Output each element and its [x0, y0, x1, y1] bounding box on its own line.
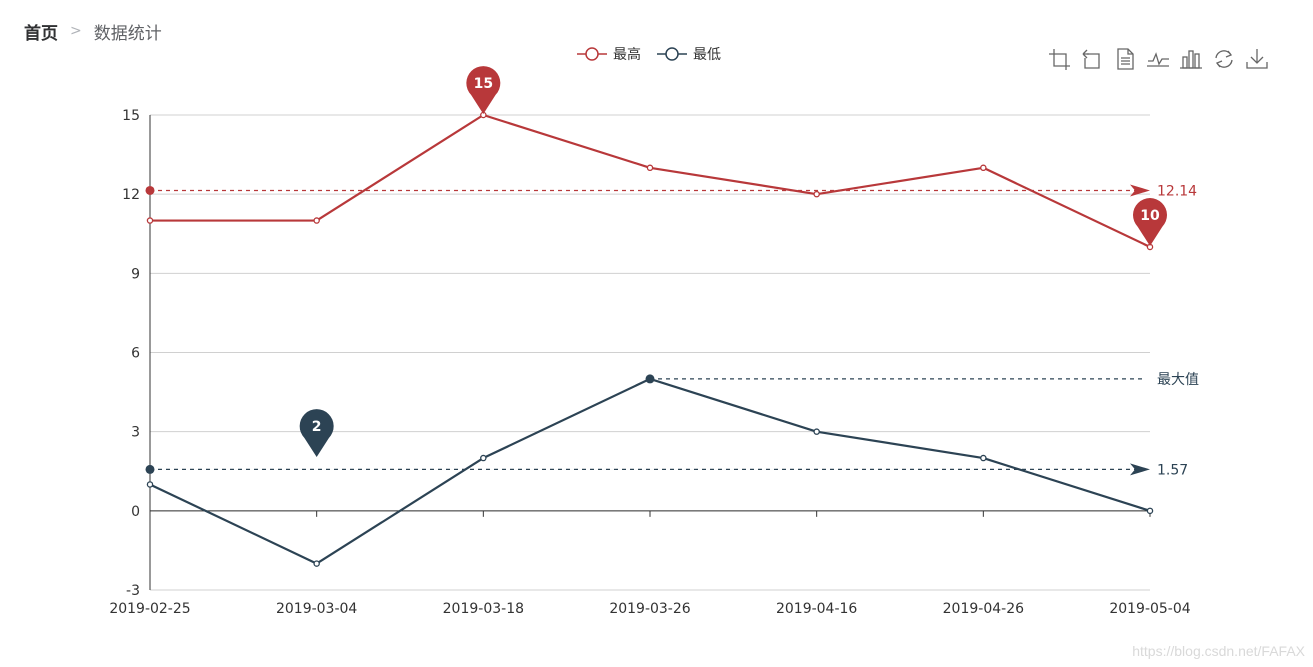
breadcrumb: 首页 > 数据统计	[24, 18, 162, 44]
y-tick-label: 3	[131, 425, 140, 441]
legend-item-2[interactable]: 最低	[657, 47, 721, 63]
legend-label: 最低	[693, 47, 721, 63]
y-tick-label: 9	[131, 266, 140, 282]
y-tick-label: 12	[122, 187, 140, 203]
mark-point-pin: 10	[1133, 198, 1168, 246]
mark-point-pin: 2	[299, 409, 334, 458]
mark-line-label: 12.14	[1157, 183, 1197, 199]
series-line	[149, 377, 1151, 565]
chart-toolbox	[1046, 46, 1277, 72]
mark-point-label: 10	[1140, 208, 1160, 224]
mark-line-arrow	[1130, 184, 1150, 197]
data-point	[146, 217, 154, 224]
data-point	[980, 164, 987, 172]
zoom-reset-icon[interactable]	[1079, 46, 1105, 72]
mark-point-shape	[1133, 198, 1168, 246]
mark-point-shape	[466, 66, 501, 114]
mark-point-pin: 15	[466, 66, 501, 114]
data-point	[146, 481, 154, 488]
watermark: https://blog.csdn.net/FAFAX	[1132, 643, 1305, 659]
y-tick-label: -3	[126, 583, 140, 599]
data-point	[1146, 507, 1154, 515]
y-tick-label: 15	[122, 108, 140, 124]
breadcrumb-current: 数据统计	[93, 23, 162, 44]
series-2: 1.57 最大值 2	[145, 372, 1199, 567]
x-tick-label: 2019-03-04	[276, 601, 357, 617]
bar-chart-icon[interactable]	[1178, 46, 1204, 72]
data-view-icon[interactable]	[1112, 46, 1138, 72]
mark-line-start-symbol	[145, 185, 155, 195]
x-tick-label: 2019-05-04	[1109, 601, 1190, 617]
legend-label: 最高	[613, 46, 641, 63]
breadcrumb-home-link[interactable]: 首页	[24, 23, 58, 44]
zoom-icon[interactable]	[1046, 46, 1072, 72]
data-point	[480, 454, 487, 462]
breadcrumb-separator-icon: >	[70, 23, 82, 39]
data-point	[813, 190, 820, 198]
save-image-icon[interactable]	[1244, 46, 1270, 72]
mark-line-arrow	[1130, 463, 1150, 476]
legend-symbol	[665, 47, 679, 61]
y-tick-label: 0	[131, 504, 140, 520]
data-point	[813, 428, 820, 435]
mark-line-label: 1.57	[1157, 462, 1188, 478]
mark-point-shape	[299, 409, 334, 458]
x-tick-label: 2019-04-26	[943, 601, 1024, 617]
data-point	[980, 454, 987, 462]
x-tick-label: 2019-03-26	[609, 601, 690, 617]
mark-line-start-symbol	[645, 374, 655, 384]
mark-line-start-symbol	[145, 464, 155, 474]
legend-symbol	[585, 47, 599, 61]
restore-icon[interactable]	[1211, 46, 1237, 72]
data-point	[646, 164, 654, 172]
series-1: 12.14 15 10	[145, 66, 1197, 251]
data-point	[313, 217, 320, 224]
mark-line-label: 最大值	[1157, 372, 1199, 388]
legend-item-1[interactable]: 最高	[577, 46, 641, 63]
x-tick-label: 2019-03-18	[443, 601, 524, 617]
data-point	[313, 560, 320, 567]
mark-point-label: 2	[312, 419, 322, 435]
legend: 最高 最低	[577, 46, 721, 63]
x-tick-label: 2019-02-25	[109, 601, 190, 617]
line-chart-icon[interactable]	[1145, 46, 1171, 72]
y-tick-label: 6	[131, 346, 140, 362]
mark-point-label: 15	[474, 76, 493, 92]
x-tick-label: 2019-04-16	[776, 601, 857, 617]
series-line	[150, 113, 1151, 248]
